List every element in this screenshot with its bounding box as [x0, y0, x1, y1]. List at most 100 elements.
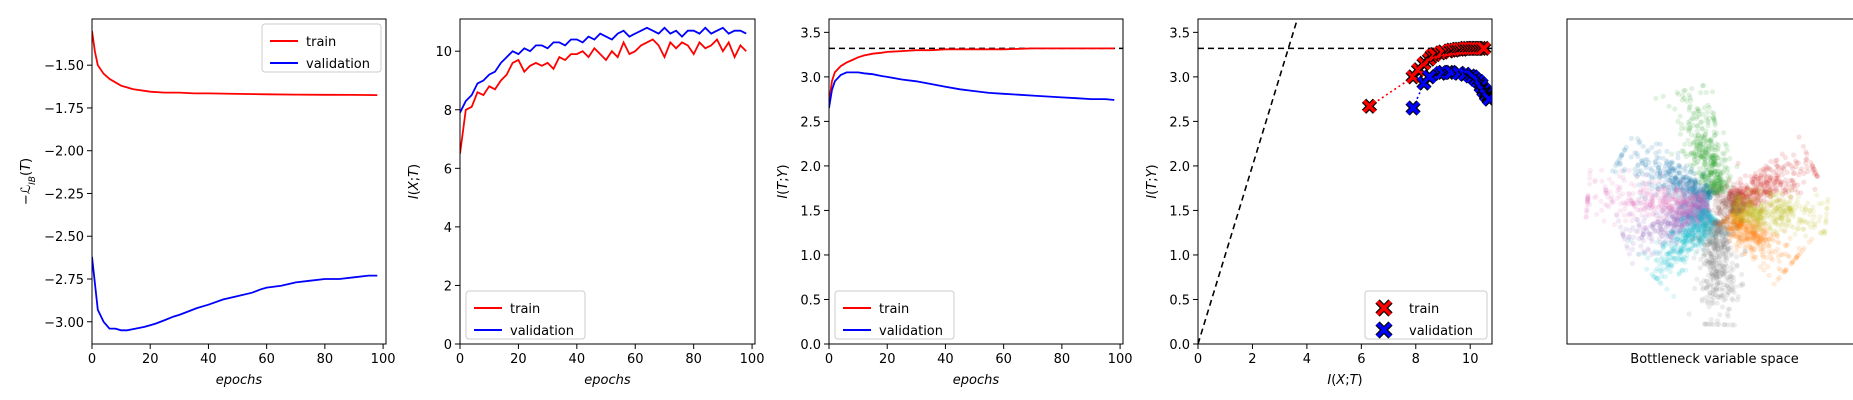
latent-point-cluster-1: [1719, 161, 1725, 167]
latent-point-cluster-2: [1798, 190, 1804, 196]
latent-point-cluster-8: [1761, 260, 1767, 266]
latent-point-cluster-1: [1705, 102, 1711, 108]
latent-point-cluster-2: [1763, 193, 1769, 199]
x-tick-label: 60: [995, 352, 1012, 367]
latent-point-cluster-7: [1722, 322, 1728, 328]
latent-point-cluster-1: [1707, 178, 1714, 185]
latent-point-cluster-2: [1734, 197, 1740, 203]
latent-point-cluster-5: [1675, 209, 1681, 215]
latent-point-cluster-2: [1739, 196, 1745, 202]
latent-point-cluster-3: [1701, 185, 1707, 192]
latent-point-cluster-2: [1791, 180, 1797, 186]
latent-point-cluster-2: [1786, 161, 1792, 167]
latent-point-cluster-4: [1601, 218, 1607, 224]
latent-point-cluster-5: [1629, 260, 1635, 267]
latent-point-cluster-1: [1719, 178, 1725, 184]
latent-point-cluster-3: [1707, 195, 1713, 201]
latent-point-cluster-10: [1737, 190, 1744, 196]
x-tick-label: 80: [685, 352, 702, 367]
latent-point-cluster-3: [1667, 192, 1673, 198]
latent-point-cluster-7: [1697, 265, 1703, 271]
latent-point-cluster-1: [1722, 156, 1728, 162]
latent-point-cluster-9: [1776, 214, 1783, 220]
latent-point-cluster-2: [1763, 186, 1769, 192]
latent-point-cluster-3: [1692, 178, 1698, 184]
latent-point-cluster-2: [1752, 201, 1758, 207]
latent-point-cluster-1: [1712, 158, 1718, 165]
latent-point-cluster-2: [1751, 196, 1757, 202]
latent-point-cluster-1: [1711, 190, 1717, 196]
latent-point-cluster-3: [1673, 187, 1679, 193]
latent-point-cluster-1: [1688, 132, 1695, 138]
latent-point-cluster-1: [1716, 188, 1722, 194]
latent-point-cluster-1: [1693, 136, 1699, 142]
latent-point-cluster-2: [1752, 203, 1758, 209]
latent-point-cluster-3: [1622, 147, 1628, 153]
latent-point-cluster-8: [1767, 233, 1774, 239]
latent-point-cluster-3: [1703, 185, 1709, 191]
latent-point-cluster-1: [1722, 179, 1728, 185]
latent-point-cluster-1: [1694, 123, 1700, 129]
latent-point-cluster-2: [1759, 198, 1765, 204]
latent-point-cluster-3: [1695, 186, 1701, 192]
latent-point-cluster-3: [1649, 167, 1655, 173]
latent-point-cluster-2: [1753, 195, 1759, 202]
latent-point-cluster-1: [1712, 147, 1718, 153]
latent-point-cluster-5: [1657, 212, 1663, 218]
latent-point-cluster-2: [1738, 199, 1744, 205]
legend-frame: [1364, 290, 1488, 340]
latent-point-cluster-6: [1679, 268, 1685, 274]
latent-point-cluster-1: [1710, 160, 1716, 166]
latent-point-cluster-3: [1617, 161, 1623, 168]
latent-point-cluster-3: [1696, 190, 1702, 196]
latent-point-cluster-3: [1674, 201, 1680, 207]
latent-point-cluster-3: [1690, 186, 1696, 192]
latent-point-cluster-7: [1723, 250, 1729, 256]
latent-point-cluster-3: [1701, 194, 1707, 201]
latent-point-cluster-1: [1715, 183, 1721, 189]
latent-point-cluster-1: [1712, 122, 1718, 128]
latent-point-cluster-1: [1710, 153, 1716, 159]
x-tick-label: 0: [1194, 352, 1202, 367]
latent-point-cluster-1: [1695, 142, 1701, 148]
latent-point-cluster-10: [1713, 196, 1719, 202]
latent-point-cluster-4: [1662, 189, 1668, 195]
latent-point-cluster-3: [1705, 191, 1711, 197]
latent-point-cluster-6: [1697, 219, 1703, 225]
latent-point-cluster-3: [1702, 195, 1708, 201]
latent-point-cluster-3: [1673, 174, 1679, 180]
latent-point-cluster-2: [1774, 176, 1780, 182]
latent-point-cluster-1: [1697, 144, 1704, 150]
latent-point-cluster-8: [1733, 248, 1739, 254]
latent-point-cluster-1: [1677, 113, 1683, 119]
latent-point-cluster-1: [1697, 148, 1703, 154]
latent-point-cluster-1: [1716, 177, 1722, 183]
latent-point-cluster-2: [1729, 202, 1735, 208]
latent-point-cluster-1: [1710, 189, 1716, 195]
latent-point-cluster-3: [1684, 169, 1690, 175]
latent-point-cluster-7: [1708, 277, 1714, 283]
latent-point-cluster-2: [1790, 166, 1796, 172]
latent-point-cluster-3: [1666, 170, 1672, 176]
latent-point-cluster-5: [1649, 221, 1655, 228]
latent-point-cluster-1: [1716, 185, 1723, 191]
latent-point-cluster-3: [1681, 191, 1687, 197]
latent-point-cluster-4: [1608, 199, 1614, 206]
latent-point-cluster-1: [1706, 105, 1712, 111]
latent-point-cluster-9: [1748, 196, 1754, 203]
latent-point-cluster-3: [1658, 173, 1664, 180]
latent-point-cluster-6: [1670, 254, 1676, 260]
latent-point-cluster-2: [1731, 201, 1737, 207]
latent-point-cluster-2: [1765, 165, 1771, 171]
latent-point-cluster-2: [1758, 174, 1764, 180]
latent-point-cluster-1: [1715, 168, 1721, 174]
latent-point-cluster-1: [1713, 168, 1719, 174]
latent-point-cluster-1: [1714, 147, 1720, 153]
latent-point-cluster-10: [1734, 210, 1740, 216]
latent-point-cluster-1: [1682, 151, 1688, 157]
latent-point-cluster-1: [1711, 171, 1717, 177]
latent-point-cluster-1: [1687, 95, 1693, 101]
latent-point-cluster-1: [1712, 161, 1718, 167]
latent-point-cluster-2: [1811, 166, 1817, 172]
latent-point-cluster-3: [1665, 169, 1671, 175]
